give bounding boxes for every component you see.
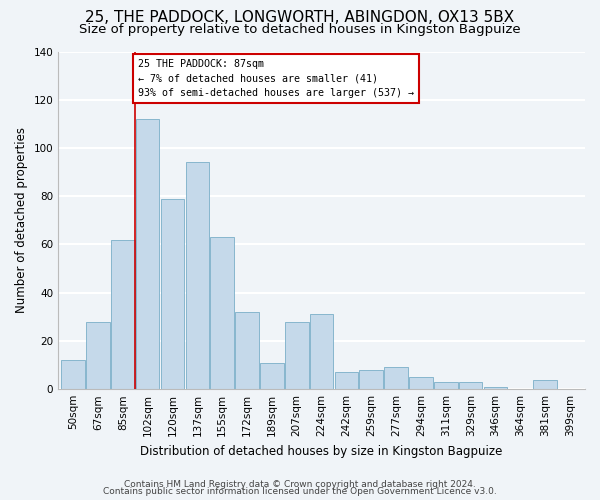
Bar	[61, 360, 85, 389]
Bar	[533, 380, 557, 389]
Bar	[211, 237, 234, 389]
Bar	[111, 240, 134, 389]
Bar	[385, 368, 408, 389]
Text: 25, THE PADDOCK, LONGWORTH, ABINGDON, OX13 5BX: 25, THE PADDOCK, LONGWORTH, ABINGDON, OX…	[85, 10, 515, 25]
Bar	[484, 387, 508, 389]
Text: Size of property relative to detached houses in Kingston Bagpuize: Size of property relative to detached ho…	[79, 22, 521, 36]
Bar	[359, 370, 383, 389]
Bar	[310, 314, 334, 389]
Bar	[86, 322, 110, 389]
Bar	[459, 382, 482, 389]
Bar	[161, 198, 184, 389]
Bar	[335, 372, 358, 389]
Bar	[235, 312, 259, 389]
Bar	[136, 119, 160, 389]
Bar	[434, 382, 458, 389]
Bar	[409, 377, 433, 389]
Text: Contains HM Land Registry data © Crown copyright and database right 2024.: Contains HM Land Registry data © Crown c…	[124, 480, 476, 489]
Bar	[260, 362, 284, 389]
Text: 25 THE PADDOCK: 87sqm
← 7% of detached houses are smaller (41)
93% of semi-detac: 25 THE PADDOCK: 87sqm ← 7% of detached h…	[139, 58, 415, 98]
X-axis label: Distribution of detached houses by size in Kingston Bagpuize: Distribution of detached houses by size …	[140, 444, 503, 458]
Bar	[285, 322, 308, 389]
Text: Contains public sector information licensed under the Open Government Licence v3: Contains public sector information licen…	[103, 487, 497, 496]
Bar	[185, 162, 209, 389]
Y-axis label: Number of detached properties: Number of detached properties	[15, 128, 28, 314]
